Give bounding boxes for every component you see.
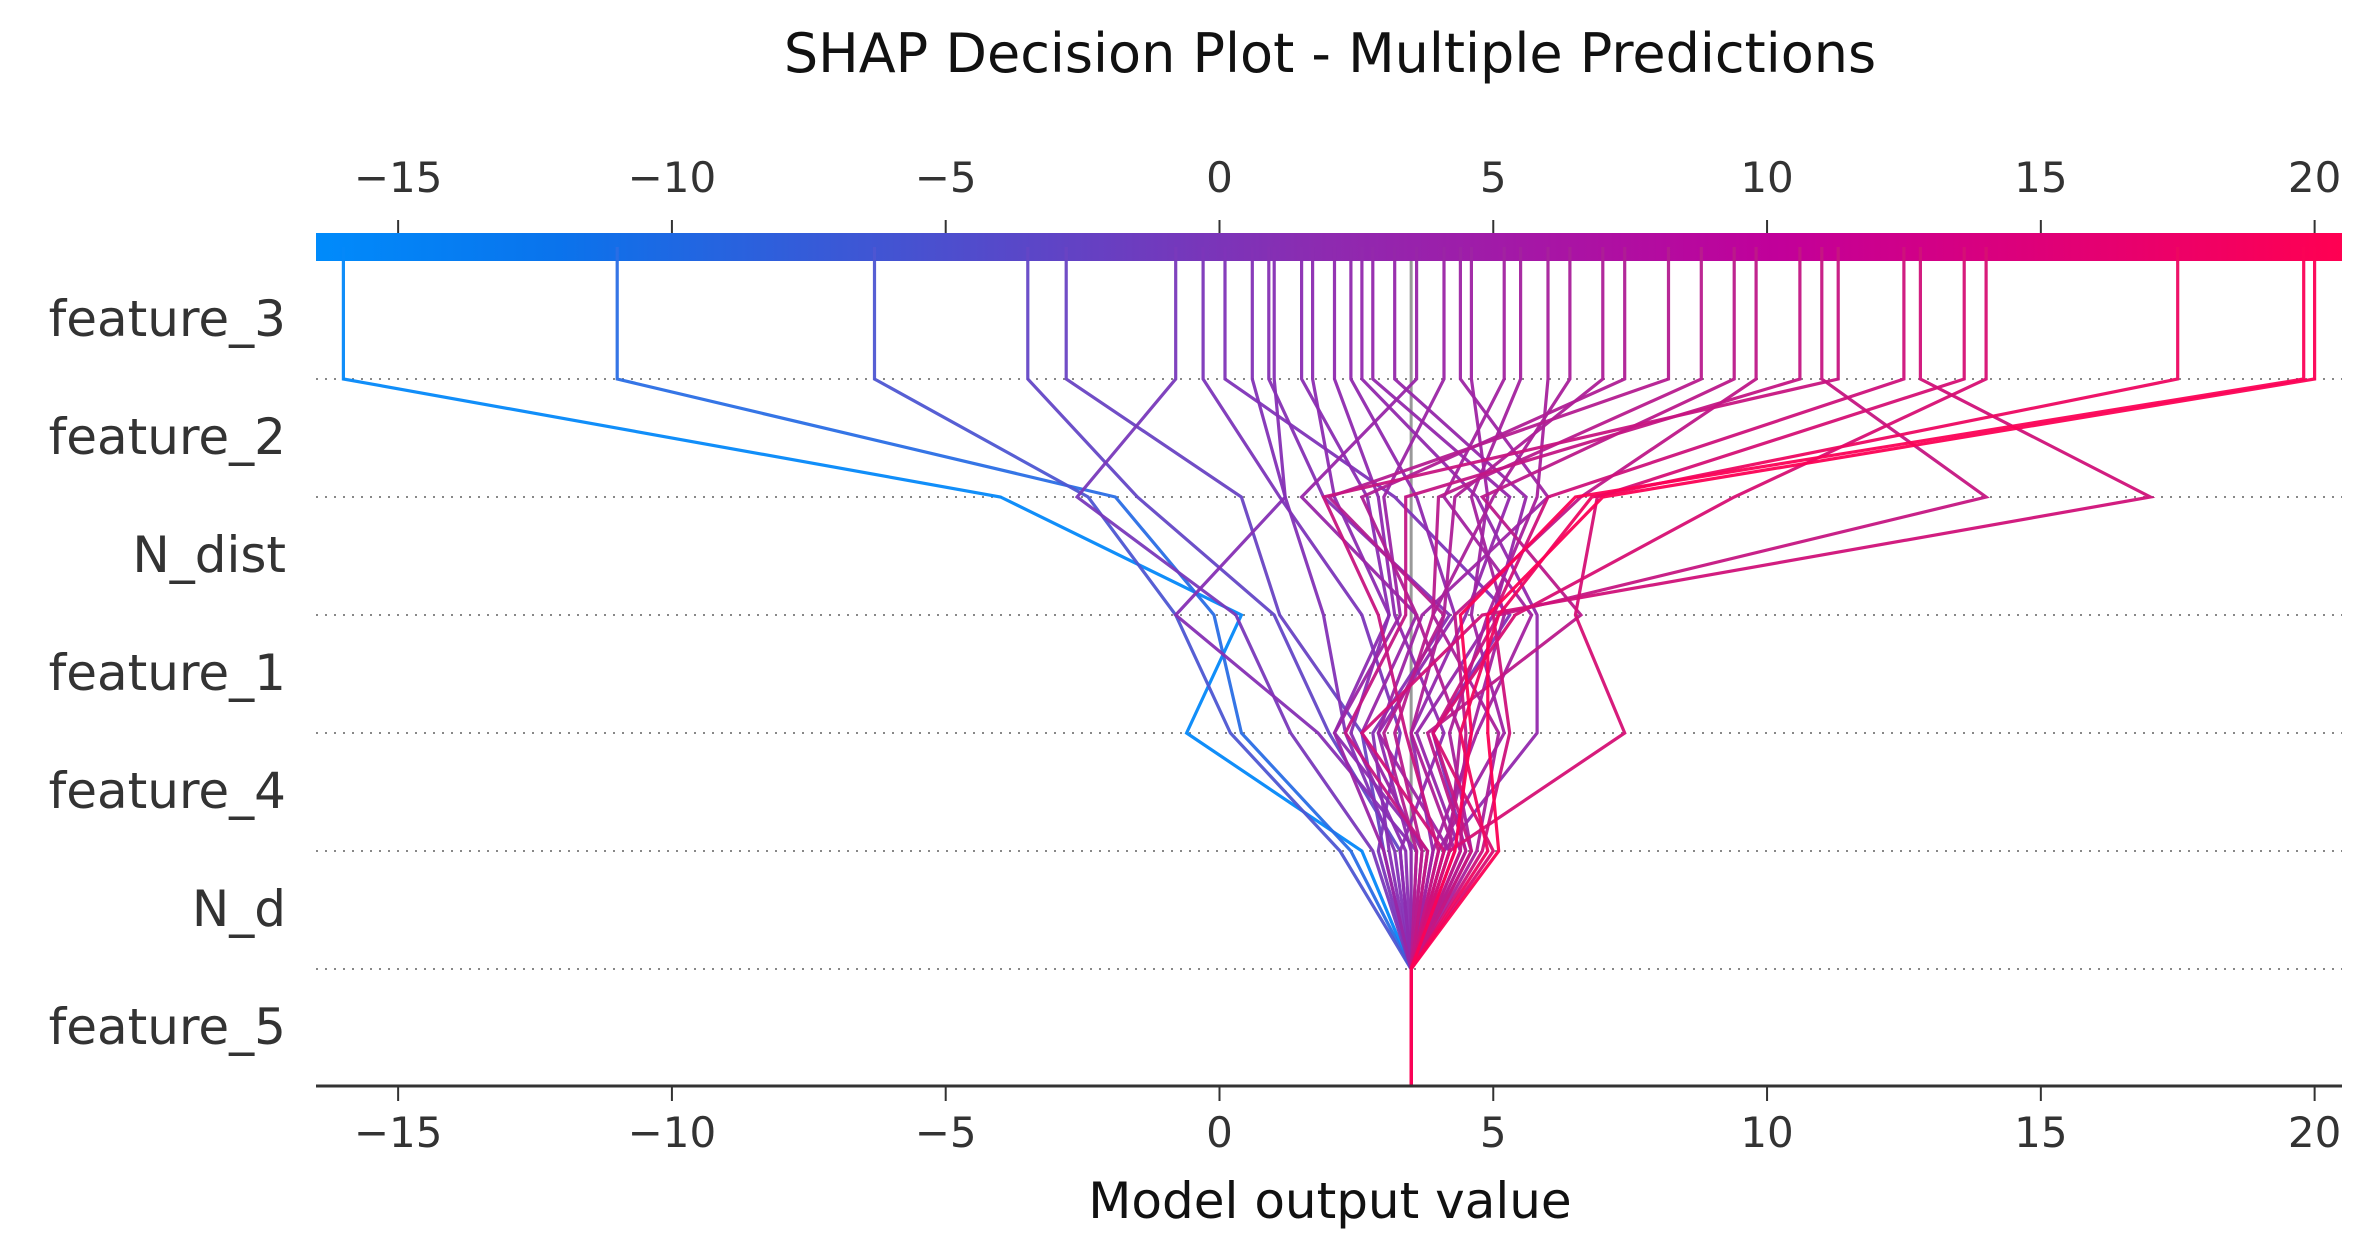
- decision-line-p4: [1026, 247, 1413, 1087]
- bottom-tick-label: −10: [628, 1108, 717, 1157]
- feature-label: N_d: [192, 880, 286, 938]
- decision-line-p40: [1409, 247, 2317, 1087]
- top-tick-label: 15: [2014, 153, 2067, 202]
- decision-line-p19: [1332, 247, 1446, 1087]
- decision-line-p7: [1250, 247, 1413, 1087]
- x-axis-label: Model output value: [1088, 1172, 1571, 1230]
- bottom-tick-label: 20: [2288, 1108, 2341, 1157]
- top-tick-label: −5: [915, 153, 977, 202]
- decision-lines: [341, 247, 2317, 1087]
- top-tick-label: 10: [1740, 153, 1793, 202]
- feature-label: feature_3: [49, 290, 286, 348]
- decision-line-p39: [1409, 247, 2180, 1087]
- decision-line-p2: [615, 247, 1413, 1087]
- bottom-tick-label: −5: [915, 1108, 977, 1157]
- decision-line-p1: [341, 247, 1413, 1087]
- top-tick-label: −10: [628, 153, 717, 202]
- feature-label: feature_2: [49, 408, 286, 466]
- top-tick-label: −15: [354, 153, 443, 202]
- feature-label: feature_1: [49, 644, 286, 702]
- bottom-tick-label: 10: [1740, 1108, 1793, 1157]
- top-tick-label: 20: [2288, 153, 2341, 202]
- bottom-tick-label: 15: [2014, 1108, 2067, 1157]
- decision-line-p35: [1409, 247, 1966, 1087]
- bottom-tick-label: 0: [1206, 1108, 1233, 1157]
- bottom-tick-label: 5: [1480, 1108, 1507, 1157]
- feature-label: feature_4: [49, 762, 286, 820]
- decision-line-p16: [1332, 247, 1446, 1087]
- decision-line-p32: [1321, 247, 1840, 1087]
- decision-line-p37: [1409, 247, 1990, 1087]
- decision-line-p31: [1343, 247, 1802, 1087]
- colorbar: [316, 233, 2342, 261]
- decision-line-p3: [872, 247, 1413, 1087]
- decision-line-p41: [1409, 247, 2306, 1087]
- feature-label: feature_5: [49, 998, 286, 1056]
- feature-label: N_dist: [132, 526, 286, 584]
- bottom-tick-label: −15: [354, 1108, 443, 1157]
- chart-title: SHAP Decision Plot - Multiple Prediction…: [784, 22, 1876, 85]
- decision-line-p36: [1409, 247, 1988, 1087]
- top-axis-ticks: −15 −10 −5 0 5 10 15 20: [354, 153, 2341, 233]
- top-tick-label: 5: [1480, 153, 1507, 202]
- bottom-axis-ticks: −15 −10 −5 0 5 10 15 20: [354, 1087, 2341, 1157]
- feature-labels: feature_3 feature_2 N_dist feature_1feature…: [49, 290, 286, 1056]
- top-tick-label: 0: [1206, 153, 1233, 202]
